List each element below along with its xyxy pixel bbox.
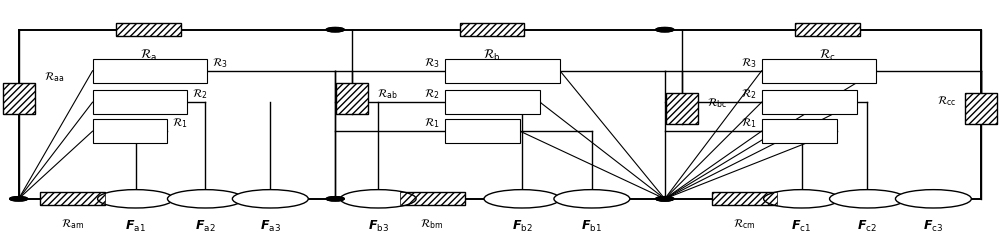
Circle shape [830,190,905,208]
Circle shape [10,197,28,201]
Text: $\mathcal{R}_{\mathrm{aa}}$: $\mathcal{R}_{\mathrm{aa}}$ [44,70,64,84]
Text: $\mathcal{R}_{1}$: $\mathcal{R}_{1}$ [741,116,757,130]
Text: $\boldsymbol{F}_{\mathrm{b1}}$: $\boldsymbol{F}_{\mathrm{b1}}$ [581,219,602,234]
Circle shape [326,197,344,201]
Text: $\mathcal{R}_{2}$: $\mathcal{R}_{2}$ [424,87,440,101]
Bar [445,90,540,114]
Text: $\mathcal{R}_{\mathrm{bm}}$: $\mathcal{R}_{\mathrm{bm}}$ [420,217,444,231]
Bar [965,93,997,124]
Bar [460,23,524,36]
Circle shape [340,190,416,208]
Text: $\mathcal{R}_{\mathrm{b}}$: $\mathcal{R}_{\mathrm{b}}$ [483,48,501,63]
Text: $\mathcal{R}_{\mathrm{c}}$: $\mathcal{R}_{\mathrm{c}}$ [819,48,836,63]
Text: $\mathcal{R}_{3}$: $\mathcal{R}_{3}$ [212,56,228,69]
Bar [460,23,524,36]
Bar [93,119,167,143]
Text: $\mathcal{R}_{1}$: $\mathcal{R}_{1}$ [172,116,188,130]
Text: $\boldsymbol{F}_{\mathrm{a2}}$: $\boldsymbol{F}_{\mathrm{a2}}$ [195,219,216,234]
Bar [965,93,997,124]
Bar [445,119,520,143]
Circle shape [656,197,674,201]
Bar [93,90,187,114]
Circle shape [98,190,173,208]
Text: $\mathcal{R}_{\mathrm{a}}$: $\mathcal{R}_{\mathrm{a}}$ [140,48,157,63]
Circle shape [326,27,344,32]
Circle shape [326,197,344,201]
Bar [40,192,105,206]
Text: $\mathcal{R}_{3}$: $\mathcal{R}_{3}$ [741,56,757,69]
Text: $\boldsymbol{F}_{\mathrm{c3}}$: $\boldsymbol{F}_{\mathrm{c3}}$ [923,219,944,234]
Circle shape [167,190,243,208]
Text: $\mathcal{R}_{\mathrm{ab}}$: $\mathcal{R}_{\mathrm{ab}}$ [377,87,398,101]
Text: $\mathcal{R}_{\mathrm{am}}$: $\mathcal{R}_{\mathrm{am}}$ [61,217,84,231]
Bar [400,192,465,206]
Bar [3,83,35,114]
Text: $\mathcal{R}_{2}$: $\mathcal{R}_{2}$ [741,87,757,101]
Circle shape [484,190,560,208]
Text: $\mathcal{R}_{3}$: $\mathcal{R}_{3}$ [424,56,440,69]
Bar [93,59,207,83]
Bar [336,83,368,114]
Bar [795,23,860,36]
Text: $\mathcal{R}_{2}$: $\mathcal{R}_{2}$ [192,87,208,101]
Bar [712,192,777,206]
Text: $\mathcal{R}_{\mathrm{bc}}$: $\mathcal{R}_{\mathrm{bc}}$ [707,96,727,110]
Circle shape [656,27,674,32]
Bar [712,192,777,206]
Bar [400,192,465,206]
Circle shape [656,27,674,32]
Bar [116,23,181,36]
Bar [795,23,860,36]
Bar [40,192,105,206]
Text: $\mathcal{R}_{\mathrm{cc}}$: $\mathcal{R}_{\mathrm{cc}}$ [937,94,956,108]
Text: $\boldsymbol{F}_{\mathrm{b2}}$: $\boldsymbol{F}_{\mathrm{b2}}$ [512,219,532,234]
Text: $\boldsymbol{F}_{\mathrm{c1}}$: $\boldsymbol{F}_{\mathrm{c1}}$ [791,219,812,234]
Circle shape [10,197,28,201]
Bar [666,93,698,124]
Text: $\boldsymbol{F}_{\mathrm{a3}}$: $\boldsymbol{F}_{\mathrm{a3}}$ [260,219,281,234]
Circle shape [656,197,674,201]
Bar [336,83,368,114]
Circle shape [326,27,344,32]
Text: $\boldsymbol{F}_{\mathrm{a1}}$: $\boldsymbol{F}_{\mathrm{a1}}$ [125,219,146,234]
Circle shape [232,190,308,208]
Circle shape [656,197,674,201]
Bar [445,59,560,83]
Text: $\boldsymbol{F}_{\mathrm{b3}}$: $\boldsymbol{F}_{\mathrm{b3}}$ [368,219,389,234]
Circle shape [554,190,630,208]
Bar [666,93,698,124]
Bar [762,90,857,114]
Bar [762,59,876,83]
Text: $\mathcal{R}_{1}$: $\mathcal{R}_{1}$ [424,116,440,130]
Circle shape [895,190,971,208]
Bar [116,23,181,36]
Circle shape [764,190,840,208]
Text: $\boldsymbol{F}_{\mathrm{c2}}$: $\boldsymbol{F}_{\mathrm{c2}}$ [857,219,878,234]
Bar [3,83,35,114]
Bar [762,119,837,143]
Text: $\mathcal{R}_{\mathrm{cm}}$: $\mathcal{R}_{\mathrm{cm}}$ [733,217,756,231]
